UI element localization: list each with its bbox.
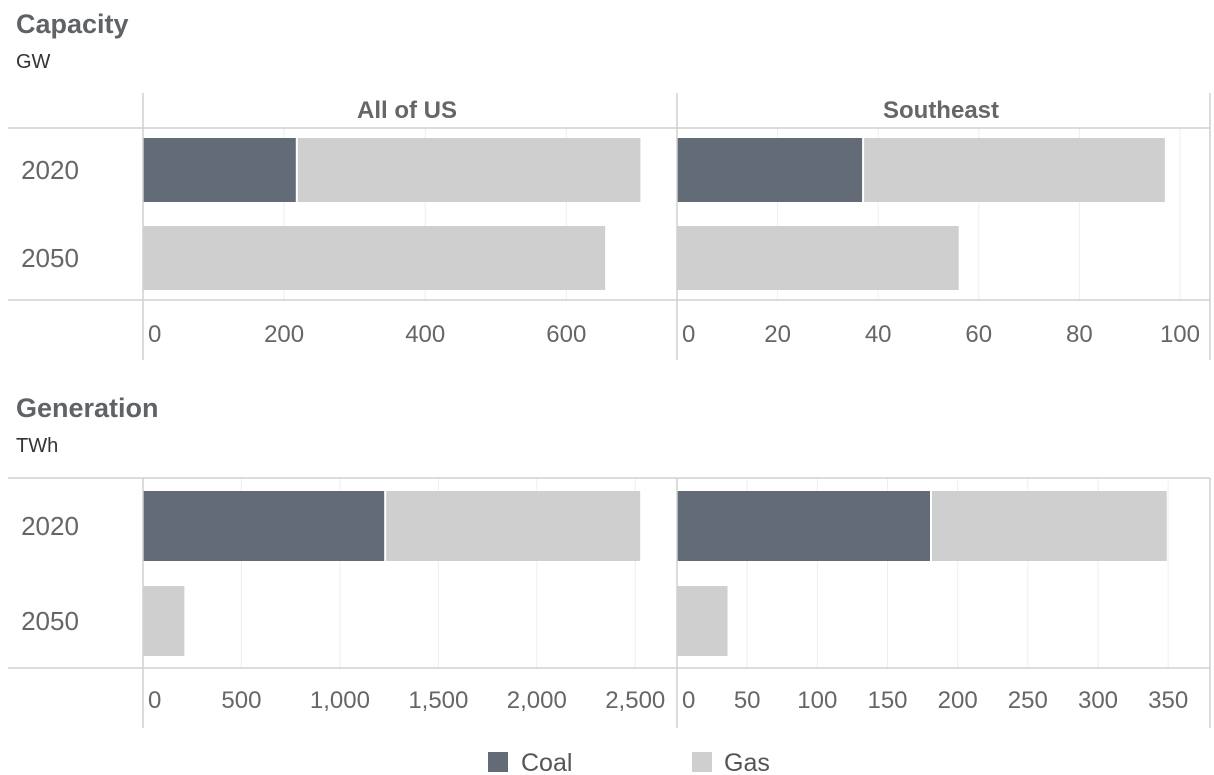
tick-label: 1,500 [408, 687, 468, 714]
tick-label: 2,500 [605, 687, 665, 714]
legend-label-coal: Coal [521, 749, 572, 775]
row-label: 2020 [21, 155, 79, 185]
bar-gas-2050 [143, 226, 606, 290]
bar-gas-2050 [143, 586, 185, 656]
tick-label: 80 [1066, 321, 1093, 348]
legend-swatch-gas [692, 752, 712, 772]
tick-label: 2,000 [507, 687, 567, 714]
axes [8, 93, 1211, 728]
bar-gas-2020 [931, 491, 1167, 561]
section-unit: GW [16, 51, 51, 73]
bar-coal-2020 [677, 491, 931, 561]
legend-label-gas: Gas [724, 749, 770, 775]
bar-gas-2020 [385, 491, 641, 561]
bars [143, 138, 1167, 656]
row-label: 2050 [21, 243, 79, 273]
tick-label: 300 [1078, 687, 1118, 714]
tick-label: 100 [797, 687, 837, 714]
row-label: 2050 [21, 606, 79, 636]
tick-label: 40 [865, 321, 892, 348]
section-title: Capacity [16, 9, 129, 39]
tick-label: 60 [965, 321, 992, 348]
tick-label: 0 [682, 687, 695, 714]
section-unit: TWh [16, 435, 58, 457]
tick-label: 150 [867, 687, 907, 714]
tick-label: 20 [764, 321, 791, 348]
tick-label: 600 [546, 321, 586, 348]
bar-gas-2020 [863, 138, 1165, 202]
facet-title: All of US [357, 97, 457, 124]
tick-label: 400 [405, 321, 445, 348]
tick-label: 350 [1148, 687, 1188, 714]
facet-title: Southeast [883, 97, 999, 124]
tick-label: 0 [148, 321, 161, 348]
section-title: Generation [16, 393, 159, 423]
tick-label: 500 [221, 687, 261, 714]
tick-label: 250 [1008, 687, 1048, 714]
tick-label: 1,000 [310, 687, 370, 714]
tick-label: 200 [938, 687, 978, 714]
bar-gas-2050 [677, 226, 959, 290]
legend: Coal Gas [488, 749, 770, 775]
tick-label: 100 [1160, 321, 1200, 348]
tick-label: 0 [682, 321, 695, 348]
tick-label: 200 [264, 321, 304, 348]
bar-gas-2020 [296, 138, 641, 202]
row-label: 2020 [21, 511, 79, 541]
bar-gas-2050 [677, 586, 728, 656]
bar-coal-2020 [143, 138, 297, 202]
tick-label: 50 [734, 687, 761, 714]
legend-swatch-coal [488, 752, 508, 772]
bar-coal-2020 [677, 138, 864, 202]
bar-coal-2020 [143, 491, 386, 561]
tick-label: 0 [148, 687, 161, 714]
